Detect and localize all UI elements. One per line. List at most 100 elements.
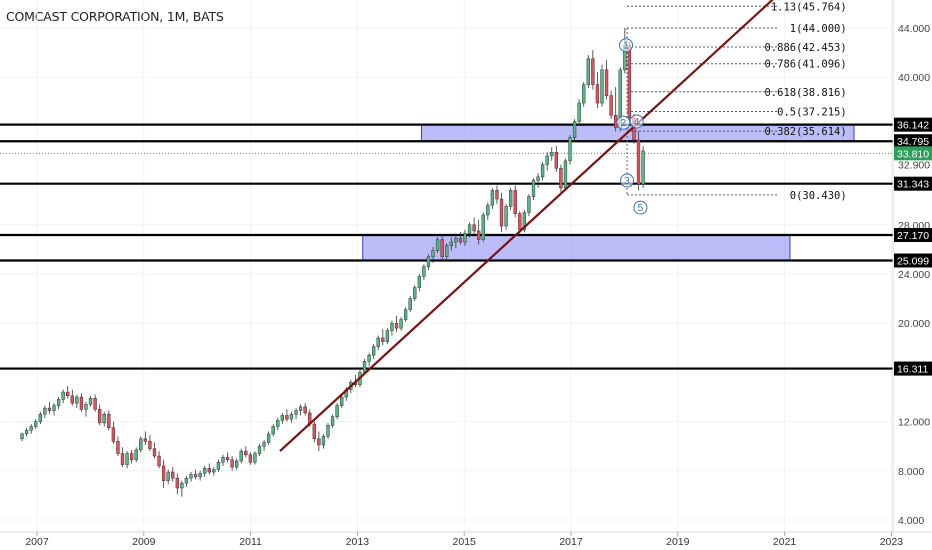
candle-body [458,238,463,243]
candle-body [84,404,88,410]
price-tag [894,134,932,149]
chart-title: COMCAST CORPORATION, 1M, BATS [6,9,224,24]
price-tag [894,176,932,191]
candle-body [180,482,184,489]
candle-body [627,44,632,119]
candle-body [372,346,376,356]
candle-body [385,330,390,342]
price-tag-label: 34.795 [897,136,929,148]
candle-body [390,322,394,331]
candle-body [440,239,444,258]
fib-level-label: 0(30.430) [790,190,847,202]
candle-body [116,441,120,454]
candle-body [330,416,335,426]
candle-body [381,337,385,342]
candle-body [52,405,56,411]
candle-body [435,239,440,251]
candle-body [417,276,421,288]
candles-layer [20,28,645,497]
price-tag-label: 36.142 [897,120,929,132]
price-tick-label: 8.000 [898,466,924,478]
candle-body [303,406,307,414]
candle-body [559,167,563,189]
candle-body [508,190,513,207]
candle-body [61,391,65,400]
candle-body [477,230,481,240]
candle-body [604,69,609,96]
candle-body [422,266,426,277]
price-tick-label: 12.000 [898,417,930,429]
price-tick-label: 20.000 [898,318,930,330]
candle-body [317,438,321,446]
candle-body [157,455,161,467]
zone-layer [362,124,855,261]
candle-body [225,457,230,460]
candle-body [47,407,52,411]
candle-body [20,433,24,440]
candle-body [426,256,431,267]
candle-body [34,421,38,427]
candle-body [289,413,294,420]
wave-label: 5 [638,203,644,214]
candle-body [513,190,517,214]
candle-body [239,450,243,462]
time-tick-label: 2015 [453,536,477,548]
wave-label: 2 [621,118,627,129]
candle-body [554,151,558,169]
candle-body [207,468,211,473]
candle-body [193,474,198,478]
candle-body [98,409,102,424]
candle-body [340,396,344,406]
candle-body [43,407,47,415]
candle-body [93,397,97,410]
candle-body [257,445,262,454]
candle-body [472,224,476,232]
price-tag [894,361,932,376]
price-tick-label: 40.000 [898,72,930,84]
candle-body [335,405,339,417]
candle-body [221,457,225,463]
fibonacci-layer: 1.13(45.764) 1(44.000) 0.886(42.453) 0.786(… [626,1,847,202]
candle-body [499,198,504,227]
candle-body [161,465,166,481]
last-price-label: 33.810 [897,148,929,160]
time-axis: 2007 2009 2011 2013 2015 2017 2019 2021 2023 [0,531,932,548]
candle-body [463,233,467,243]
candle-body [572,121,577,138]
wave-label-circle [620,173,635,188]
candle-body [563,160,568,189]
time-tick-label: 2023 [880,536,904,548]
candle-body [75,396,79,404]
candle-body [139,438,143,451]
price-tag-label: 25.099 [897,255,929,267]
candle-body [522,212,527,230]
candle-body [454,238,458,243]
candle-body [253,453,257,463]
candle-body [66,391,70,397]
fib-level-label: 0.5(37.215) [777,106,847,118]
candle-body [481,214,485,240]
candle-body [586,58,590,85]
candle-body [70,395,74,404]
price-tick-label: 4.000 [898,515,924,527]
candle-body [184,477,189,484]
candle-body [394,322,399,329]
candle-body [198,473,202,478]
price-tick-label: 32.900 [898,160,930,172]
time-tick-label: 2009 [132,536,156,548]
price-tag [894,228,932,243]
wave-label-circle [629,114,644,129]
candle-body [266,433,271,443]
candle-body [486,204,490,216]
fib-level-label: 1.13(45.764) [771,1,847,13]
candle-body [609,95,613,116]
candle-body [595,84,600,104]
candle-body [527,196,531,213]
candle-body [244,450,248,456]
candle-body [189,474,193,479]
candle-body [403,309,408,320]
fib-level-label: 0.886(42.453) [764,42,846,54]
candle-body [285,415,289,420]
candle-body [230,459,234,468]
